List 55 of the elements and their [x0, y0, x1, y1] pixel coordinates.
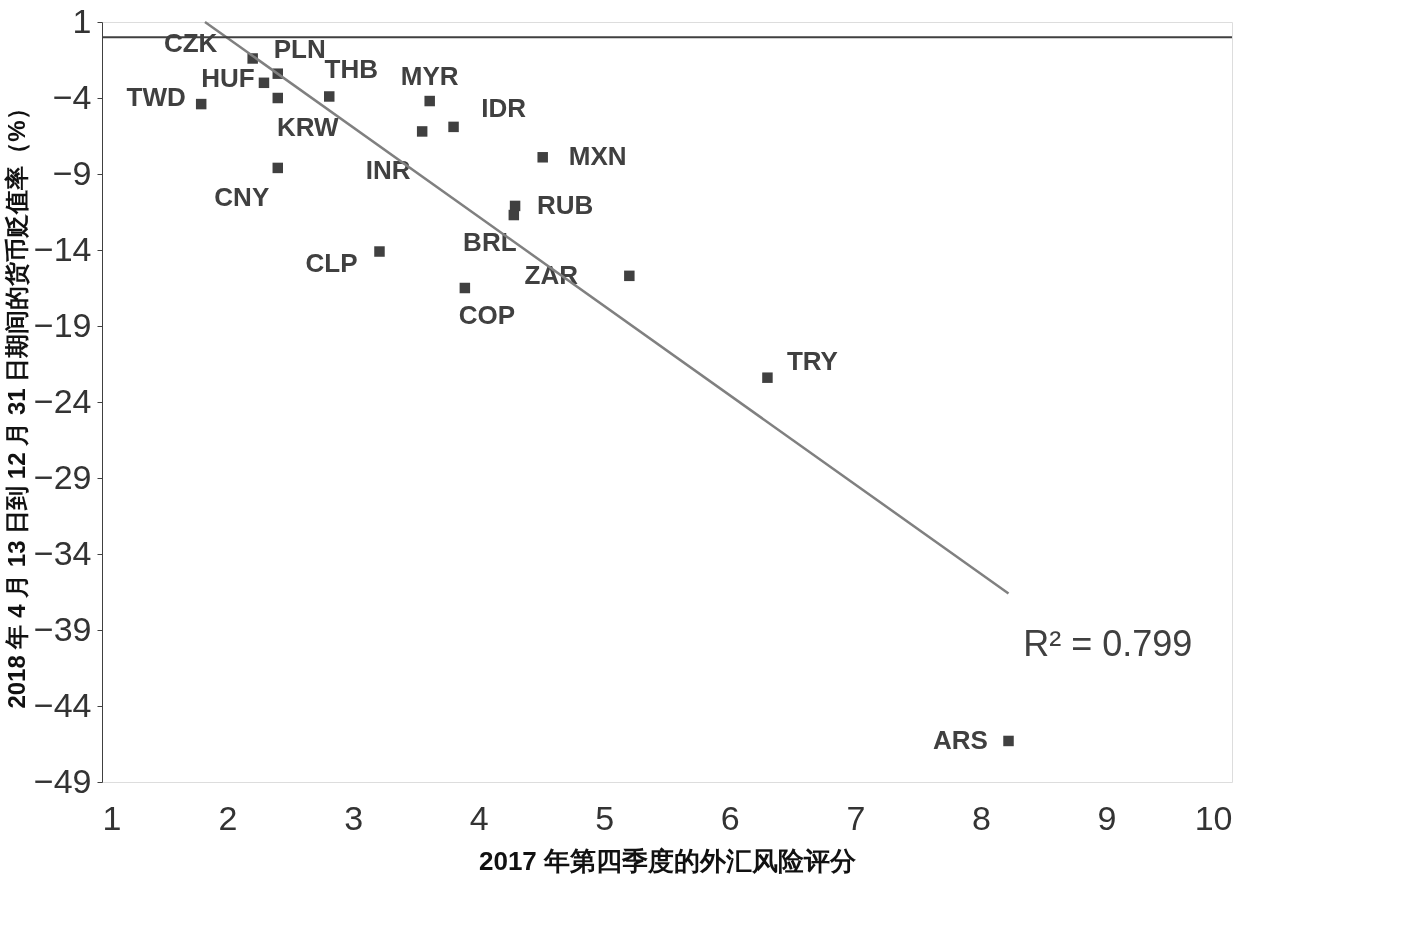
point: [448, 121, 459, 133]
x-axis-title: 2017 年第四季度的外汇风险评分: [478, 845, 858, 876]
y-tick-label: −14: [33, 229, 92, 268]
point: [272, 92, 284, 104]
point: [272, 162, 284, 174]
point: [762, 372, 773, 383]
series-label: PLN: [273, 33, 326, 64]
x-tick-label: 5: [595, 798, 615, 837]
point: [508, 209, 520, 221]
y-tick-label: −4: [52, 77, 92, 116]
point: [324, 91, 335, 102]
series-label: BRL: [463, 227, 517, 258]
point: [624, 270, 635, 282]
y-tick-label: −34: [33, 533, 92, 572]
point: [459, 282, 471, 294]
point: [374, 246, 385, 257]
annotation: R² = 0.799: [1023, 623, 1193, 665]
x-tick-label: 1: [102, 798, 122, 837]
x-tick-label: 7: [846, 798, 866, 837]
x-tick-label: 2: [218, 798, 238, 837]
x-tick-label: 4: [469, 798, 489, 837]
y-axis-title: 2018 年 4 月 13 日到 12 月 31 日期间的货币贬值率（%）: [2, 96, 30, 709]
y-tick-label: −44: [33, 685, 92, 724]
point: [195, 98, 207, 110]
point: [1003, 735, 1014, 747]
y-tick-label: −9: [52, 153, 92, 192]
series-label: CLP: [305, 247, 358, 278]
point: [424, 95, 435, 107]
y-tick-label: −39: [33, 609, 92, 648]
point: [416, 126, 428, 137]
series-label: IDR: [481, 92, 527, 123]
point: [537, 152, 548, 163]
series-label: MYR: [400, 61, 459, 92]
series-label: MXN: [568, 141, 627, 172]
y-tick-label: 1: [72, 1, 92, 40]
series-label: KRW: [276, 112, 340, 142]
series-label: ARS: [933, 724, 988, 755]
y-tick-label: −24: [33, 381, 92, 420]
series-label: CNY: [214, 181, 270, 212]
series-label: HUF: [201, 62, 255, 93]
series-label: TRY: [786, 345, 838, 376]
series-label: RUB: [536, 189, 594, 220]
series-label: INR: [365, 155, 411, 186]
y-tick-label: −19: [33, 305, 92, 344]
series-label: THB: [324, 54, 378, 85]
y-tick-label: −29: [33, 457, 92, 496]
x-tick-label: 8: [971, 798, 991, 837]
point: [258, 77, 270, 89]
x-tick-label: 9: [1097, 798, 1117, 837]
x-tick-label: 6: [720, 798, 740, 837]
series-label: COP: [458, 300, 516, 330]
y-tick-label: −49: [33, 761, 92, 800]
x-tick-label: 3: [344, 798, 364, 837]
series-label: TWD: [126, 82, 186, 113]
x-tick-label: 10: [1194, 798, 1233, 837]
